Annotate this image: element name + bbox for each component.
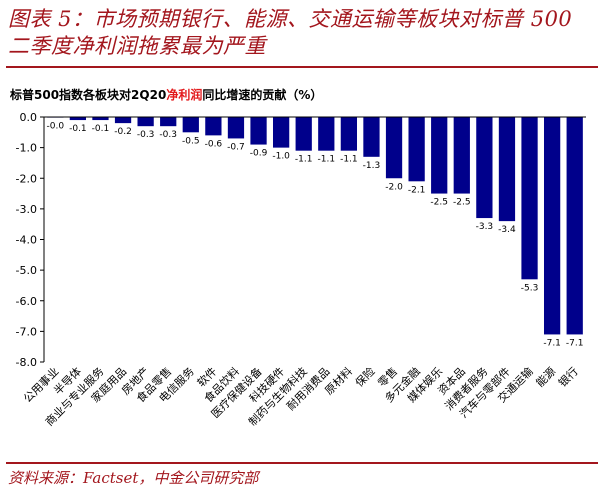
bar-10 [250, 117, 267, 145]
data-label: -5.3 [521, 283, 539, 293]
y-tick-label: -2.0 [16, 172, 37, 185]
bar-8 [205, 117, 222, 136]
footer-divider [6, 462, 598, 464]
bar-19 [453, 117, 470, 194]
y-tick-label: -4.0 [16, 234, 37, 247]
bar-15 [363, 117, 380, 157]
data-label: -3.4 [498, 225, 516, 235]
title-divider [6, 66, 598, 68]
figure-title: 图表 5：市场预期银行、能源、交通运输等板块对标普 500 二季度净利润拖累最为… [8, 6, 604, 60]
y-tick-label: -3.0 [16, 203, 37, 216]
data-label: -3.3 [476, 222, 494, 232]
y-tick-label: -8.0 [16, 356, 37, 369]
chart-container: 标普500指数各板块对2Q20净利润同比增速的贡献（%） 0.0 -1.0 -2.0-… [0, 80, 608, 464]
bar-13 [318, 117, 335, 151]
bar-23 [543, 117, 561, 335]
figure-title-line2: 二季度净利润拖累最为严重 [8, 34, 266, 58]
bar-6 [160, 117, 177, 127]
data-label: -2.0 [385, 182, 403, 192]
data-label: -1.1 [295, 155, 313, 165]
bar-18 [431, 117, 448, 194]
data-label: -1.1 [340, 155, 358, 165]
category-label: 能源 [533, 364, 558, 389]
data-label: -0.1 [92, 124, 110, 134]
bar-14 [340, 117, 358, 151]
bar-7 [182, 117, 199, 133]
y-tick-label: -7.0 [16, 325, 37, 338]
category-label: 保险 [352, 364, 377, 389]
data-label: -0.7 [227, 142, 245, 152]
data-label: -7.1 [566, 338, 584, 348]
bar-5 [137, 117, 154, 127]
bar-12 [295, 117, 312, 151]
chart-title-part-1: 标普500指数各板块对2Q20 [9, 87, 166, 102]
data-label: -0.5 [182, 136, 200, 146]
data-label: -2.1 [408, 185, 426, 195]
y-tick-label: -6.0 [16, 295, 37, 308]
figure-title-line1: 图表 5：市场预期银行、能源、交通运输等板块对标普 500 [8, 7, 573, 31]
data-label: -0.3 [159, 130, 177, 140]
data-label: -0.3 [137, 130, 155, 140]
y-tick-label: -1.0 [16, 142, 37, 155]
data-label: -0.9 [250, 149, 268, 159]
bar-20 [476, 117, 493, 219]
bar-16 [385, 117, 403, 179]
bar-24 [566, 117, 583, 335]
data-label: -1.1 [318, 155, 336, 165]
bar-11 [272, 117, 290, 148]
data-label: -1.3 [363, 161, 381, 171]
data-label: -7.1 [543, 338, 561, 348]
data-label: -2.5 [430, 198, 448, 208]
y-tick-label: -5.0 [16, 264, 37, 277]
data-label: -0.1 [69, 124, 87, 134]
data-label: -2.5 [453, 198, 471, 208]
data-label: -0.2 [114, 127, 132, 137]
bar-chart: 标普500指数各板块对2Q20净利润同比增速的贡献（%）0.0-1.0-2.0-… [9, 87, 586, 429]
category-label: 银行 [555, 364, 580, 389]
chart-title-part-2: 净利润 [166, 87, 202, 102]
chart-title-part-3: 同比增速的贡献（%） [202, 87, 322, 102]
bar-3 [92, 117, 109, 121]
bar-21 [498, 117, 516, 222]
bar-22 [521, 117, 538, 280]
bar-2 [69, 117, 87, 121]
bar-9 [227, 117, 245, 139]
data-label: -0.0 [47, 122, 65, 132]
chart-title: 标普500指数各板块对2Q20净利润同比增速的贡献（%） [9, 87, 322, 102]
bar-4 [114, 117, 132, 124]
data-label: -1.0 [272, 152, 290, 162]
data-label: -0.6 [205, 139, 223, 149]
source-note: 资料来源：Factset，中金公司研究部 [8, 469, 259, 487]
y-tick-label: 0.0 [20, 111, 38, 124]
bar-17 [408, 117, 425, 182]
